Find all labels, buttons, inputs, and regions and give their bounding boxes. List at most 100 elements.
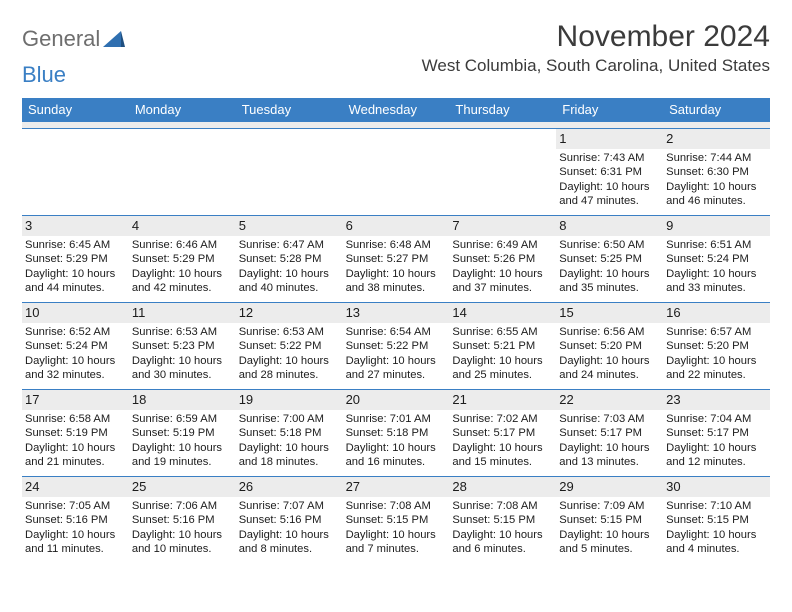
calendar-day-cell: 21Sunrise: 7:02 AMSunset: 5:17 PMDayligh… <box>449 390 556 476</box>
day-number: 15 <box>556 303 663 323</box>
day-number: 23 <box>663 390 770 410</box>
weekday-header: Wednesday <box>343 98 450 122</box>
month-title: November 2024 <box>422 20 770 54</box>
logo-triangle-icon <box>103 29 125 49</box>
day-number: 20 <box>343 390 450 410</box>
calendar-week-row: 17Sunrise: 6:58 AMSunset: 5:19 PMDayligh… <box>22 389 770 476</box>
calendar-day-cell <box>449 129 556 215</box>
sunset-text: Sunset: 5:20 PM <box>666 339 767 353</box>
day-number: 16 <box>663 303 770 323</box>
daylight-text: Daylight: 10 hours and 38 minutes. <box>346 267 447 296</box>
day-number: 29 <box>556 477 663 497</box>
day-number: 18 <box>129 390 236 410</box>
weekday-header: Sunday <box>22 98 129 122</box>
sunset-text: Sunset: 5:22 PM <box>346 339 447 353</box>
sunrise-text: Sunrise: 7:09 AM <box>559 499 660 513</box>
calendar-page: General November 2024 West Columbia, Sou… <box>0 0 792 563</box>
day-number: 3 <box>22 216 129 236</box>
day-number: 30 <box>663 477 770 497</box>
calendar-day-cell: 15Sunrise: 6:56 AMSunset: 5:20 PMDayligh… <box>556 303 663 389</box>
daylight-text: Daylight: 10 hours and 5 minutes. <box>559 528 660 557</box>
daylight-text: Daylight: 10 hours and 10 minutes. <box>132 528 233 557</box>
calendar-week-row: 24Sunrise: 7:05 AMSunset: 5:16 PMDayligh… <box>22 476 770 563</box>
sunset-text: Sunset: 5:26 PM <box>452 252 553 266</box>
day-number: 12 <box>236 303 343 323</box>
sunrise-text: Sunrise: 7:01 AM <box>346 412 447 426</box>
day-number: 24 <box>22 477 129 497</box>
sunrise-text: Sunrise: 6:47 AM <box>239 238 340 252</box>
sunrise-text: Sunrise: 6:59 AM <box>132 412 233 426</box>
daylight-text: Daylight: 10 hours and 13 minutes. <box>559 441 660 470</box>
sunset-text: Sunset: 5:16 PM <box>25 513 126 527</box>
calendar-day-cell: 18 Sunrise: 6:59 AMSunset: 5:19 PMDayligh… <box>129 390 236 476</box>
sunrise-text: Sunrise: 7:06 AM <box>132 499 233 513</box>
sunrise-text: Sunrise: 6:53 AM <box>132 325 233 339</box>
sunset-text: Sunset: 5:24 PM <box>666 252 767 266</box>
calendar-day-cell <box>22 129 129 215</box>
calendar-day-cell: 9Sunrise: 6:51 AMSunset: 5:24 PMDaylight… <box>663 216 770 302</box>
sunrise-text: Sunrise: 7:05 AM <box>25 499 126 513</box>
daylight-text: Daylight: 10 hours and 18 minutes. <box>239 441 340 470</box>
calendar-day-cell: 2Sunrise: 7:44 AMSunset: 6:30 PMDaylight… <box>663 129 770 215</box>
calendar-day-cell: 16 Sunrise: 6:57 AMSunset: 5:20 PMDayligh… <box>663 303 770 389</box>
sunrise-text: Sunrise: 7:08 AM <box>452 499 553 513</box>
day-number: 21 <box>449 390 556 410</box>
daylight-text: Daylight: 10 hours and 19 minutes. <box>132 441 233 470</box>
daylight-text: Daylight: 10 hours and 37 minutes. <box>452 267 553 296</box>
sunset-text: Sunset: 5:24 PM <box>25 339 126 353</box>
day-number: 27 <box>343 477 450 497</box>
day-number: 22 <box>556 390 663 410</box>
daylight-text: Daylight: 10 hours and 16 minutes. <box>346 441 447 470</box>
calendar-day-cell: 30Sunrise: 7:10 AMSunset: 5:15 PMDayligh… <box>663 477 770 563</box>
sunset-text: Sunset: 5:16 PM <box>239 513 340 527</box>
weeks-container: 1 Sunrise: 7:43 AMSunset: 6:31 PM Daylight… <box>22 128 770 563</box>
sunrise-text: Sunrise: 6:46 AM <box>132 238 233 252</box>
weekday-header-row: Sunday Monday Tuesday Wednesday Thursday… <box>22 98 770 122</box>
weekday-header: Tuesday <box>236 98 343 122</box>
sunrise-text: Sunrise: 7:03 AM <box>559 412 660 426</box>
sunset-text: Sunset: 5:25 PM <box>559 252 660 266</box>
calendar-day-cell: 25Sunrise: 7:06 AMSunset: 5:16 PMDayligh… <box>129 477 236 563</box>
day-number: 1 <box>556 129 663 149</box>
sunset-text: Sunset: 5:15 PM <box>452 513 553 527</box>
sunrise-text: Sunrise: 6:57 AM <box>666 325 767 339</box>
sunset-text: Sunset: 6:31 PM <box>559 165 660 179</box>
calendar-day-cell: 4Sunrise: 6:46 AMSunset: 5:29 PMDaylight… <box>129 216 236 302</box>
day-number: 13 <box>343 303 450 323</box>
day-number: 28 <box>449 477 556 497</box>
sunrise-text: Sunrise: 7:02 AM <box>452 412 553 426</box>
daylight-text: Daylight: 10 hours and 40 minutes. <box>239 267 340 296</box>
daylight-text: Daylight: 10 hours and 33 minutes. <box>666 267 767 296</box>
sunset-text: Sunset: 5:19 PM <box>132 426 233 440</box>
sunset-text: Sunset: 5:29 PM <box>25 252 126 266</box>
calendar-day-cell: 12Sunrise: 6:53 AMSunset: 5:22 PMDayligh… <box>236 303 343 389</box>
calendar-day-cell: 8Sunrise: 6:50 AMSunset: 5:25 PMDaylight… <box>556 216 663 302</box>
daylight-text: Daylight: 10 hours and 15 minutes. <box>452 441 553 470</box>
calendar-day-cell: 27Sunrise: 7:08 AMSunset: 5:15 PMDayligh… <box>343 477 450 563</box>
sunset-text: Sunset: 5:19 PM <box>25 426 126 440</box>
daylight-text: Daylight: 10 hours and 12 minutes. <box>666 441 767 470</box>
daylight-text: Daylight: 10 hours and 22 minutes. <box>666 354 767 383</box>
sunset-text: Sunset: 5:16 PM <box>132 513 233 527</box>
sunrise-text: Sunrise: 7:08 AM <box>346 499 447 513</box>
sunrise-text: Sunrise: 6:50 AM <box>559 238 660 252</box>
sunset-text: Sunset: 5:28 PM <box>239 252 340 266</box>
sunset-text: Sunset: 5:29 PM <box>132 252 233 266</box>
sunrise-text: Sunrise: 7:10 AM <box>666 499 767 513</box>
sunrise-text: Sunrise: 6:45 AM <box>25 238 126 252</box>
sunrise-text: Sunrise: 6:52 AM <box>25 325 126 339</box>
sunset-text: Sunset: 5:18 PM <box>346 426 447 440</box>
daylight-text: Daylight: 10 hours and 25 minutes. <box>452 354 553 383</box>
day-number: 4 <box>129 216 236 236</box>
day-number: 26 <box>236 477 343 497</box>
calendar-day-cell: 13Sunrise: 6:54 AMSunset: 5:22 PMDayligh… <box>343 303 450 389</box>
sunset-text: Sunset: 5:21 PM <box>452 339 553 353</box>
calendar-day-cell: 23Sunrise: 7:04 AMSunset: 5:17 PMDayligh… <box>663 390 770 476</box>
daylight-text: Daylight: 10 hours and 32 minutes. <box>25 354 126 383</box>
sunrise-text: Sunrise: 7:44 AM <box>666 151 767 165</box>
sunset-text: Sunset: 5:17 PM <box>559 426 660 440</box>
sunrise-text: Sunrise: 6:48 AM <box>346 238 447 252</box>
sunrise-text: Sunrise: 7:43 AM <box>559 151 660 165</box>
day-number: 19 <box>236 390 343 410</box>
calendar-day-cell: 7Sunrise: 6:49 AMSunset: 5:26 PMDaylight… <box>449 216 556 302</box>
